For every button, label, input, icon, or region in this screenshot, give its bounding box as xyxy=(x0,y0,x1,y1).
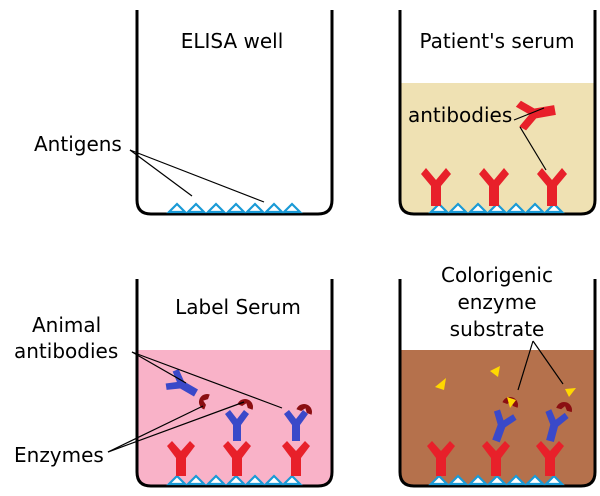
well-outline xyxy=(135,279,334,488)
panel-colorigenic: Colorigenic enzyme substrate xyxy=(398,263,597,488)
title-line3: substrate xyxy=(450,317,545,341)
antigens-label: Antigens xyxy=(34,132,122,156)
panel-title: Label Serum xyxy=(175,295,301,319)
antibodies-leader-lines xyxy=(513,107,547,171)
well-outline xyxy=(135,10,334,216)
well-outline xyxy=(398,279,597,488)
title-line2: enzyme xyxy=(457,290,536,314)
panel-patient-serum: Patient's serum antibodies xyxy=(398,10,597,216)
enzymes-leader-lines xyxy=(107,401,245,453)
animal-antibodies-leader-lines xyxy=(131,351,283,409)
animal-antibodies-label-line2: antibodies xyxy=(14,339,118,363)
substrate-leader-lines xyxy=(517,340,564,391)
antigens-leader-lines xyxy=(129,149,265,203)
enzymes-label: Enzymes xyxy=(14,443,104,467)
well-outline xyxy=(398,10,597,216)
panel-title: Patient's serum xyxy=(419,29,574,53)
title-line1: Colorigenic xyxy=(441,263,553,287)
panel-label-serum: Label Serum Animal antibodies Enzymes xyxy=(14,279,334,488)
antigen-row xyxy=(167,202,302,214)
panel-title: ELISA well xyxy=(181,29,284,53)
substrate-particles xyxy=(435,366,576,408)
antibodies-label: antibodies xyxy=(408,103,512,127)
panel-elisa-well: ELISA well Antigens xyxy=(34,10,334,216)
animal-antibodies-label-line1: Animal xyxy=(32,313,101,337)
